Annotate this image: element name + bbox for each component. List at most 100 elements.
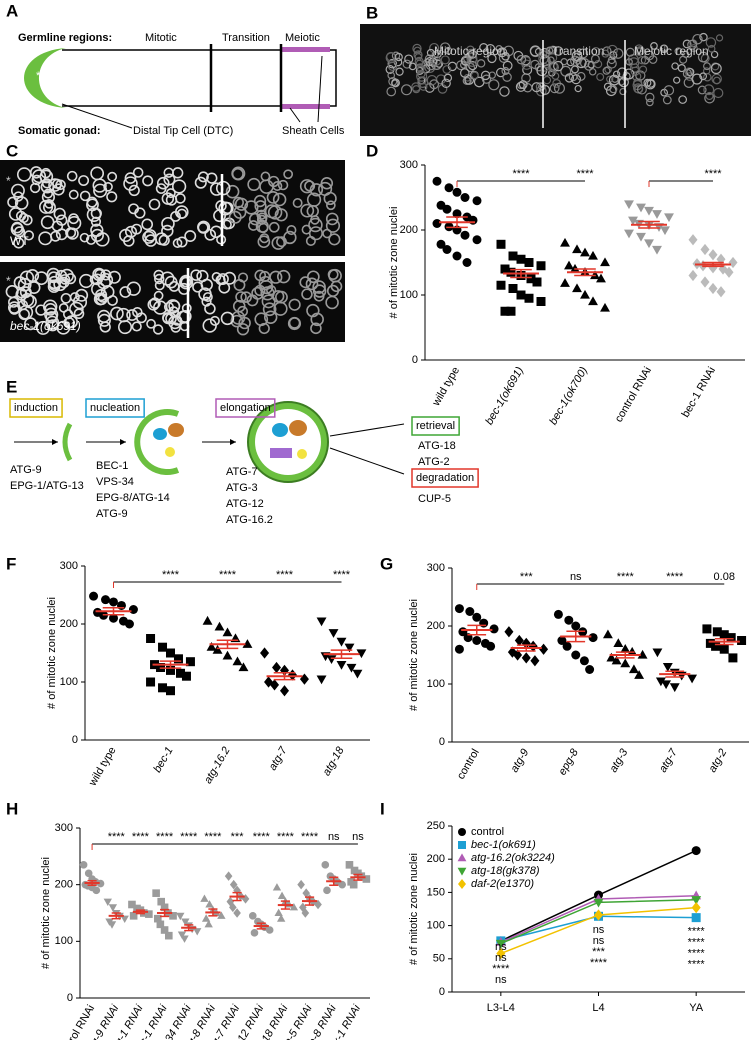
data-point	[248, 912, 257, 920]
data-point	[299, 673, 309, 685]
stage-label: retrieval	[416, 420, 455, 432]
data-point	[212, 644, 223, 654]
significance-label: ****	[108, 831, 126, 843]
nucleus-texture	[119, 286, 132, 298]
significance-label: ****	[666, 571, 684, 583]
nucleus-texture	[202, 292, 213, 303]
nucleus-texture	[107, 270, 121, 284]
data-point	[628, 216, 638, 226]
significance-label: ****	[156, 831, 174, 843]
x-tick-label: atg-16.2	[202, 745, 233, 786]
data-point	[270, 679, 280, 691]
y-tick-label: 200	[427, 620, 445, 632]
nucleus-texture	[238, 316, 251, 330]
nucleus-texture	[8, 296, 20, 308]
data-point	[201, 914, 211, 922]
data-point	[627, 646, 638, 656]
significance-label: ***	[520, 571, 534, 583]
x-tick-label: epg-8	[556, 746, 581, 777]
nucleus-texture	[630, 63, 640, 73]
nucleus-texture	[611, 75, 619, 83]
nucleus-texture	[659, 44, 669, 54]
nucleus-texture	[236, 323, 250, 336]
nucleus-texture	[689, 44, 698, 53]
y-tick-label: 100	[427, 678, 445, 690]
panel-letter: B	[366, 3, 378, 22]
nucleus-texture	[623, 68, 635, 80]
nucleus-texture	[266, 191, 280, 204]
data-point	[513, 649, 523, 661]
nucleus-texture	[7, 301, 21, 314]
data-point	[588, 296, 598, 306]
nucleus-texture	[132, 167, 144, 178]
nucleus-texture	[299, 179, 315, 194]
nucleus-texture	[263, 310, 278, 324]
nucleus-texture	[211, 272, 222, 282]
data-point	[719, 644, 729, 654]
data-point	[200, 894, 209, 902]
x-tick-label: bec-1(ok700)	[547, 365, 590, 427]
nucleus-texture	[570, 55, 581, 67]
data-point	[662, 663, 673, 672]
data-point	[206, 642, 217, 651]
nucleus-texture	[638, 65, 648, 74]
data-point	[328, 629, 339, 638]
data-point	[711, 641, 721, 651]
protein-label: VPS-34	[96, 476, 134, 488]
stage-label: degradation	[416, 472, 474, 484]
data-point	[326, 655, 337, 664]
arrowhead	[52, 439, 58, 445]
nucleus-texture	[132, 306, 143, 318]
nucleus-texture	[387, 71, 396, 80]
data-point	[588, 633, 598, 643]
data-point	[728, 256, 738, 269]
nucleus-texture	[176, 208, 188, 219]
data-point	[442, 245, 452, 255]
nucleus-texture	[292, 197, 303, 208]
significance-label: 0.08	[714, 571, 735, 583]
data-point	[462, 258, 472, 267]
significance-label: ***	[592, 946, 606, 958]
dtc-shape	[24, 48, 66, 108]
data-point	[152, 889, 160, 897]
protein-label: ATG-7	[226, 466, 258, 478]
data-point	[472, 196, 482, 206]
nucleus-texture	[95, 232, 110, 247]
region-label: Mitotic	[145, 32, 177, 44]
diagram-label: Somatic gonad:	[18, 125, 101, 137]
nucleus-texture	[553, 46, 564, 56]
diagram-label: Sheath Cells	[282, 125, 345, 137]
nucleus-texture	[705, 91, 714, 101]
data-point	[557, 636, 567, 645]
data-point	[571, 621, 581, 631]
data-point	[204, 919, 213, 928]
nucleus-texture	[19, 270, 35, 285]
data-point	[193, 928, 202, 936]
data-point	[222, 650, 233, 660]
y-tick-label: 100	[427, 920, 445, 932]
data-point	[465, 607, 475, 616]
data-point	[572, 244, 582, 254]
nucleus-texture	[674, 47, 683, 56]
nucleus-texture	[131, 321, 142, 332]
significance-label: ns	[495, 974, 507, 986]
significance-label: ****	[132, 831, 150, 843]
nucleus-texture	[662, 95, 672, 105]
nucleus-texture	[90, 228, 104, 242]
data-point	[181, 918, 190, 926]
nucleus-texture	[171, 179, 187, 194]
data-point	[613, 638, 624, 647]
nucleus-texture	[540, 62, 550, 72]
nucleus-texture	[209, 315, 220, 326]
nucleus-texture	[235, 291, 247, 303]
data-point	[346, 663, 357, 673]
data-point	[532, 277, 542, 287]
significance-label: ****	[253, 831, 271, 843]
nucleus-texture	[197, 222, 209, 234]
nucleus-texture	[481, 74, 492, 84]
nucleus-texture	[703, 72, 712, 82]
x-tick-label: wild type	[86, 745, 118, 789]
nucleus-texture	[560, 58, 568, 66]
nucleus-texture	[147, 298, 160, 311]
nucleus-texture	[703, 84, 715, 96]
